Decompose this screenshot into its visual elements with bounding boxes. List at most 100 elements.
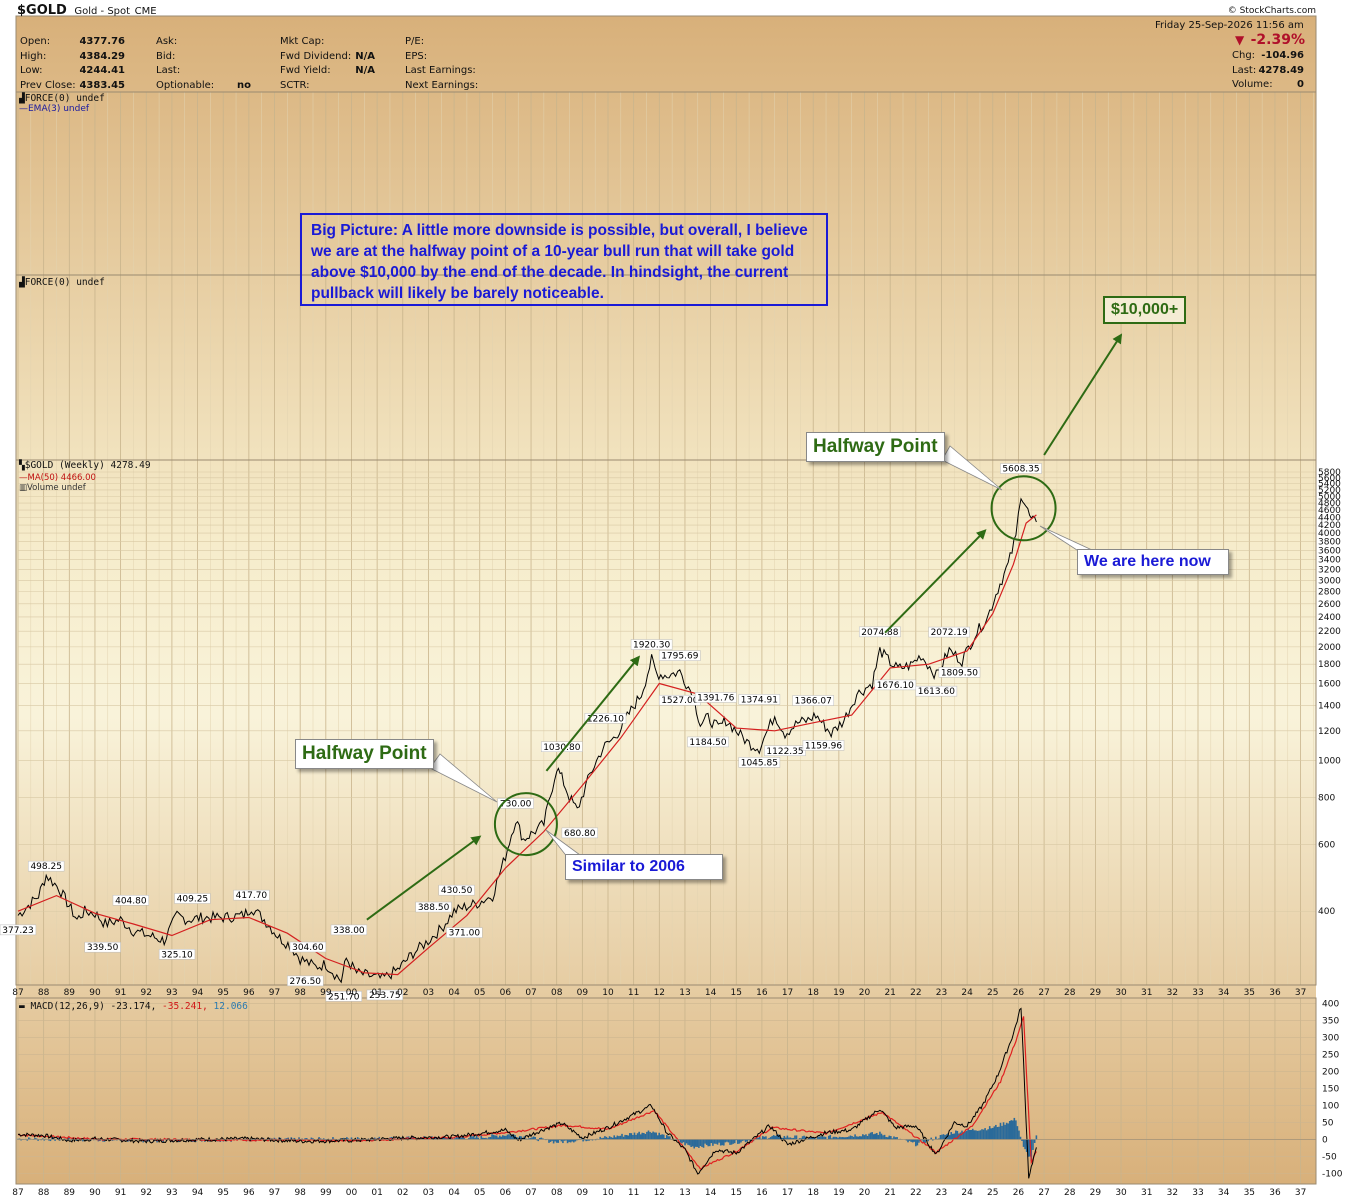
- x-tick-label-bottom: 07: [525, 1188, 536, 1198]
- price-tick-label: 2000: [1318, 643, 1341, 653]
- price-annotation-box: [738, 757, 781, 768]
- halfway-point-callout-1: Halfway Point: [295, 739, 434, 769]
- x-tick-label: 24: [961, 988, 973, 998]
- field-col-2: Ask: Bid: Last: Optionable: no: [156, 35, 251, 93]
- price-annotation-box: [497, 798, 534, 809]
- ma-label: —MA(50) 4466.00: [19, 473, 96, 483]
- price-annotation: 338.00: [330, 924, 368, 936]
- x-tick-label: 34: [1218, 988, 1230, 998]
- x-tick-label: 10: [602, 988, 614, 998]
- big-picture-note: Big Picture: A little more downside is p…: [300, 213, 828, 306]
- copyright: © StockCharts.com: [1227, 6, 1316, 16]
- x-tick-label-bottom: 19: [833, 1188, 845, 1198]
- header-field-value: no: [237, 79, 251, 91]
- macd-tick-label: -50: [1322, 1152, 1337, 1162]
- price-tick-label: 4200: [1318, 521, 1341, 531]
- x-tick-label-bottom: 30: [1115, 1188, 1127, 1198]
- header-field: Volume: 0: [1232, 78, 1304, 93]
- x-tick-label: 88: [38, 988, 50, 998]
- price-annotation-text: 276.50: [290, 977, 322, 987]
- volume-label: ▥Volume undef: [19, 483, 86, 493]
- x-tick-label-bottom: 29: [1090, 1188, 1102, 1198]
- price-tick-label: 1200: [1318, 727, 1341, 737]
- x-tick-label-bottom: 36: [1269, 1188, 1281, 1198]
- x-tick-label: 28: [1064, 988, 1076, 998]
- ma50-line: [17, 514, 1037, 976]
- x-tick-label-bottom: 31: [1141, 1188, 1152, 1198]
- x-tick-label-bottom: 17: [782, 1188, 793, 1198]
- ma-line-icon: —: [19, 473, 28, 483]
- x-tick-label-bottom: 96: [243, 1188, 255, 1198]
- arrow-up-2: [545, 655, 641, 772]
- x-tick-label-bottom: 27: [1038, 1188, 1049, 1198]
- x-tick-label-bottom: 90: [89, 1188, 101, 1198]
- x-tick-label-bottom: 99: [320, 1188, 332, 1198]
- price-annotation: 1184.50: [687, 736, 729, 748]
- halfway-circle-2026: [990, 475, 1057, 542]
- x-tick-label: 00: [346, 988, 358, 998]
- price-annotation-text: 1809.50: [941, 668, 978, 678]
- macd-signal-text: -35.241,: [162, 1001, 208, 1012]
- macd-tick-label: 100: [1322, 1101, 1339, 1111]
- x-tick-label-bottom: 00: [346, 1188, 358, 1198]
- price-annotation-box: [415, 901, 452, 913]
- price-annotation-text: 253.75: [369, 991, 401, 1001]
- x-tick-label: 92: [141, 988, 152, 998]
- price-annotation: 1920.30: [630, 639, 673, 651]
- price-annotation: 2072.19: [928, 626, 970, 638]
- header-field-label: Last:: [1232, 64, 1257, 76]
- macd-line: [17, 1007, 1037, 1179]
- price-label-text: $GOLD (Weekly) 4278.49: [24, 460, 151, 471]
- header-field: P/E:: [405, 35, 500, 50]
- header-field: Mkt Cap:: [280, 35, 375, 50]
- price-annotation-text: 377.23: [2, 926, 34, 936]
- price-annotation-box: [233, 889, 270, 901]
- target-10000-box: $10,000+: [1103, 296, 1187, 324]
- price-annotation-text: 404.80: [115, 896, 147, 906]
- price-annotation-box: [366, 989, 403, 1001]
- x-tick-label: 22: [910, 988, 921, 998]
- price-annotation-text: 339.50: [87, 943, 119, 953]
- x-tick-label: 36: [1269, 988, 1281, 998]
- x-tick-label: 01: [371, 988, 382, 998]
- price-tick-label: 2600: [1318, 600, 1341, 610]
- x-tick-label-bottom: 93: [166, 1188, 177, 1198]
- header-field-label: Fwd Dividend:: [280, 50, 352, 62]
- price-annotation-text: 2074.88: [861, 628, 898, 638]
- header-field-label: Next Earnings:: [405, 79, 479, 91]
- price-annotation: 371.00: [446, 927, 483, 939]
- price-annotation-text: 1045.85: [741, 758, 778, 768]
- price-annotation-text: 1030.80: [543, 743, 580, 753]
- x-tick-label-bottom: 16: [756, 1188, 768, 1198]
- price-annotation: 1795.69: [659, 650, 701, 662]
- price-annotation-box: [325, 991, 362, 1002]
- x-tick-label-bottom: 15: [731, 1188, 742, 1198]
- price-annotation-box: [287, 975, 324, 987]
- macd-tick-label: 300: [1322, 1033, 1339, 1043]
- x-tick-label-bottom: 89: [64, 1188, 76, 1198]
- header-field: Low: 4244.41: [20, 64, 125, 79]
- x-tick-label-bottom: 26: [1013, 1188, 1025, 1198]
- header-field: Last: 4278.49: [1232, 64, 1304, 79]
- price-annotation: 1226.10: [584, 713, 627, 724]
- price-annotation-box: [694, 692, 737, 703]
- price-annotation: 1159.96: [802, 740, 845, 751]
- macd-label-text: MACD(12,26,9) -23.174,: [30, 1001, 157, 1012]
- price-annotation: 1613.60: [915, 685, 958, 697]
- macd-label: ▬ MACD(12,26,9) -23.174, -35.241, 12.066: [19, 1001, 248, 1012]
- price-tick-label: 3600: [1318, 546, 1341, 556]
- x-tick-label: 93: [166, 988, 177, 998]
- price-annotation: 417.70: [233, 889, 270, 901]
- x-tick-label-bottom: 95: [217, 1188, 228, 1198]
- x-tick-label: 05: [474, 988, 485, 998]
- x-tick-label-bottom: 09: [577, 1188, 589, 1198]
- header-field-label: Volume:: [1232, 79, 1273, 90]
- force2-text: FORCE(0) undef: [24, 277, 105, 288]
- price-annotation: 377.23: [0, 924, 37, 936]
- header-field-label: High:: [20, 50, 47, 62]
- price-annotation-text: 325.10: [161, 950, 193, 960]
- price-annotation-text: 1795.69: [661, 652, 698, 662]
- x-tick-label-bottom: 01: [371, 1188, 382, 1198]
- price-annotation: 325.10: [158, 949, 196, 960]
